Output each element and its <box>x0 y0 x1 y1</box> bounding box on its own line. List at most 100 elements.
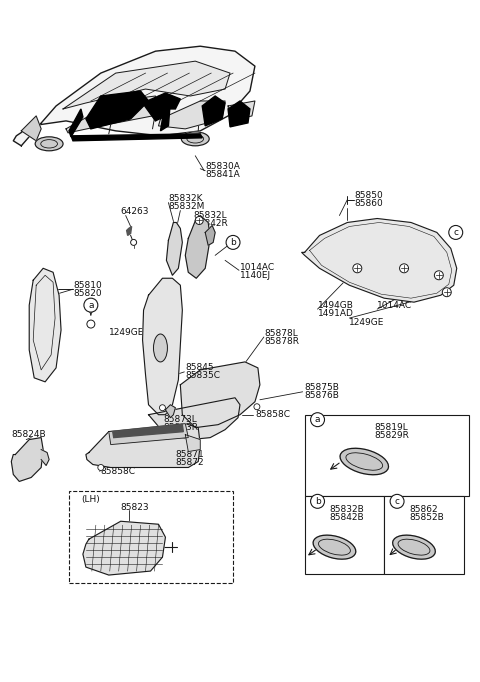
Text: 1249GE: 1249GE <box>109 327 144 336</box>
Ellipse shape <box>35 137 63 151</box>
Text: 85820: 85820 <box>73 288 102 298</box>
Bar <box>305 496 384 574</box>
Polygon shape <box>109 424 188 445</box>
Text: 85832L: 85832L <box>193 211 227 220</box>
Text: 85875B: 85875B <box>305 383 339 392</box>
Circle shape <box>353 264 362 273</box>
Text: b: b <box>315 497 321 506</box>
Text: 1249GE: 1249GE <box>349 318 385 327</box>
Polygon shape <box>301 218 457 302</box>
Polygon shape <box>158 101 225 129</box>
Circle shape <box>449 226 463 239</box>
Circle shape <box>390 494 404 508</box>
Polygon shape <box>180 362 260 428</box>
Polygon shape <box>185 216 210 278</box>
Text: 1494GB: 1494GB <box>318 301 353 310</box>
Polygon shape <box>83 521 166 575</box>
Text: 85872: 85872 <box>175 458 204 467</box>
Text: c: c <box>453 228 458 237</box>
Circle shape <box>226 235 240 250</box>
Text: 85823: 85823 <box>120 503 149 512</box>
Circle shape <box>98 464 104 471</box>
Text: 85862: 85862 <box>409 505 438 514</box>
Ellipse shape <box>340 448 388 475</box>
Text: 85830A: 85830A <box>205 162 240 171</box>
Text: 85841A: 85841A <box>205 170 240 179</box>
Polygon shape <box>13 46 255 146</box>
Polygon shape <box>160 101 170 131</box>
Ellipse shape <box>313 535 356 559</box>
Polygon shape <box>66 96 156 133</box>
Circle shape <box>254 404 260 410</box>
Text: 85850: 85850 <box>354 191 383 200</box>
Text: 85835C: 85835C <box>185 372 220 381</box>
Polygon shape <box>71 134 202 140</box>
Polygon shape <box>166 404 175 417</box>
Text: a: a <box>315 415 320 424</box>
Circle shape <box>87 320 95 328</box>
Text: 85832K: 85832K <box>168 194 203 203</box>
Circle shape <box>399 264 408 273</box>
Text: 85842R: 85842R <box>193 219 228 228</box>
Circle shape <box>311 494 324 508</box>
Text: 85873L: 85873L <box>164 415 197 424</box>
Text: 1140EJ: 1140EJ <box>240 271 271 280</box>
Text: 85829R: 85829R <box>374 431 409 440</box>
Bar <box>305 415 468 496</box>
Circle shape <box>131 239 137 246</box>
Text: 85824B: 85824B <box>12 430 46 439</box>
Polygon shape <box>143 93 180 121</box>
Circle shape <box>443 288 451 297</box>
Text: 1014AC: 1014AC <box>240 263 275 272</box>
Polygon shape <box>148 398 240 440</box>
Text: 85845: 85845 <box>185 364 214 372</box>
Polygon shape <box>86 424 200 467</box>
Text: 85876B: 85876B <box>305 391 339 400</box>
Text: 85858C: 85858C <box>101 467 136 476</box>
Polygon shape <box>127 226 132 235</box>
Circle shape <box>195 216 203 224</box>
Polygon shape <box>69 109 83 137</box>
Polygon shape <box>202 96 225 126</box>
Text: 85873R: 85873R <box>164 423 198 432</box>
Ellipse shape <box>154 334 168 362</box>
Text: c: c <box>395 497 399 506</box>
Circle shape <box>159 404 166 411</box>
Text: 85832M: 85832M <box>168 202 205 211</box>
Circle shape <box>84 298 98 312</box>
Polygon shape <box>185 434 200 451</box>
Text: 85819L: 85819L <box>374 423 408 432</box>
Polygon shape <box>63 61 230 109</box>
Text: 85878L: 85878L <box>265 329 299 338</box>
Polygon shape <box>143 278 182 415</box>
Polygon shape <box>228 101 255 121</box>
Bar <box>69 492 233 583</box>
Text: 1014AC: 1014AC <box>377 301 412 310</box>
Text: 85852B: 85852B <box>409 513 444 522</box>
Bar <box>384 496 464 574</box>
Polygon shape <box>205 226 215 246</box>
Polygon shape <box>12 438 43 481</box>
Polygon shape <box>167 222 182 276</box>
Circle shape <box>311 413 324 427</box>
Ellipse shape <box>393 535 435 559</box>
Polygon shape <box>228 101 250 127</box>
Circle shape <box>434 271 444 280</box>
Text: 85860: 85860 <box>354 199 383 208</box>
Text: b: b <box>230 238 236 247</box>
Text: 85832B: 85832B <box>329 505 364 514</box>
Text: 64263: 64263 <box>120 207 149 216</box>
Text: 85810: 85810 <box>73 281 102 290</box>
Text: 85878R: 85878R <box>265 336 300 346</box>
Text: 85871: 85871 <box>175 450 204 459</box>
Polygon shape <box>113 425 183 438</box>
Text: (LH): (LH) <box>81 495 100 504</box>
Polygon shape <box>86 91 148 129</box>
Polygon shape <box>41 449 49 466</box>
Ellipse shape <box>181 132 209 146</box>
Polygon shape <box>29 268 61 382</box>
Polygon shape <box>21 116 41 140</box>
Text: 85842B: 85842B <box>329 513 364 522</box>
Text: 85858C: 85858C <box>255 410 290 419</box>
Text: a: a <box>88 301 94 310</box>
